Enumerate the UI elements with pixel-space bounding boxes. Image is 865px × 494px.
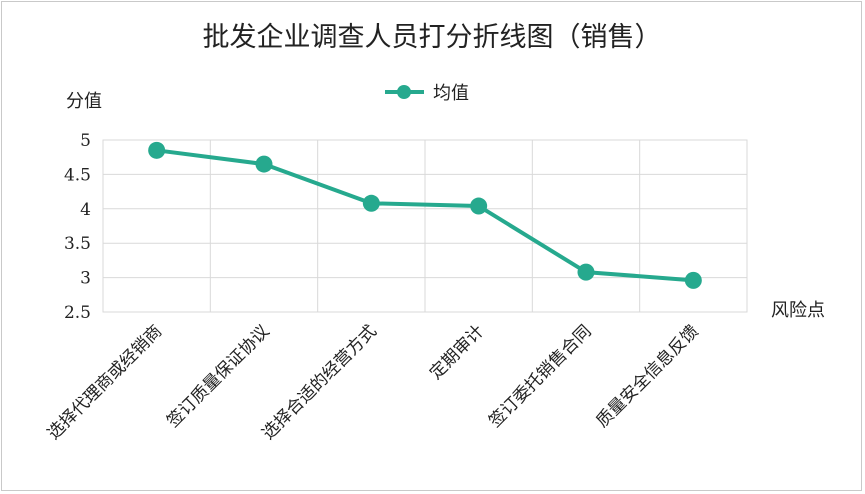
legend-label: 均值 [433,83,469,104]
data-point [577,263,595,281]
x-tick-label: 定期审计 [426,321,488,383]
data-point [255,155,273,173]
y-tick-label: 5 [80,131,91,151]
data-point [148,141,166,159]
x-tick-label: 选择合适的经营方式 [259,321,381,443]
y-tick-label: 3.5 [64,234,91,254]
data-point [362,194,380,212]
y-tick-labels: 2.5 3 3.5 4 4.5 5 [64,131,91,323]
data-point [470,197,488,215]
chart-title: 批发企业调查人员打分折线图（销售） [203,22,662,53]
legend-marker [397,85,411,99]
x-tick-label: 签订委托销售合同 [485,321,595,431]
y-tick-label: 2.5 [64,303,91,323]
y-tick-label: 4.5 [64,165,91,185]
x-tick-label: 选择代理商或经销商 [44,321,166,443]
y-tick-label: 3 [80,269,91,289]
series-mean [148,141,702,289]
data-point [684,271,702,289]
y-axis-title: 分值 [66,91,102,112]
x-axis-title: 风险点 [771,300,825,321]
legend: 均值 [385,83,469,104]
x-tick-label: 质量安全信息反馈 [593,321,703,431]
y-tick-label: 4 [80,200,91,220]
x-tick-label: 签订质量保证协议 [163,321,273,431]
series-line [154,148,696,283]
